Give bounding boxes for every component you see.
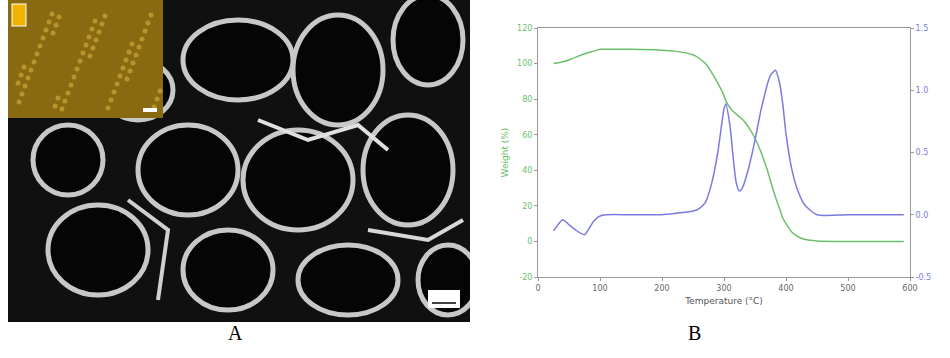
svg-text:0.5: 0.5 [916, 148, 929, 157]
html-text:A: A [228, 322, 243, 344]
svg-text:0: 0 [535, 284, 540, 293]
svg-text:20: 20 [522, 202, 532, 211]
svg-text:40: 40 [522, 166, 532, 175]
svg-text:-20: -20 [519, 273, 532, 282]
svg-text:Weight (%): Weight (%) [500, 128, 510, 178]
svg-text:-0.5: -0.5 [916, 273, 932, 282]
html-text:B: B [688, 322, 702, 344]
svg-text:60: 60 [522, 131, 532, 140]
svg-text:80: 80 [522, 95, 532, 104]
svg-text:Temperature (°C): Temperature (°C) [684, 296, 763, 306]
svg-text:100: 100 [517, 59, 532, 68]
svg-text:500: 500 [840, 284, 855, 293]
svg-text:400: 400 [778, 284, 793, 293]
svg-text:0.0: 0.0 [916, 211, 929, 220]
svg-text:600: 600 [902, 284, 917, 293]
svg-text:120: 120 [517, 24, 532, 33]
svg-text:100: 100 [592, 284, 607, 293]
svg-text:300: 300 [716, 284, 731, 293]
svg-text:0: 0 [527, 237, 532, 246]
svg-text:200: 200 [654, 284, 669, 293]
svg-text:1.0: 1.0 [916, 86, 929, 95]
svg-text:1.5: 1.5 [916, 24, 929, 33]
